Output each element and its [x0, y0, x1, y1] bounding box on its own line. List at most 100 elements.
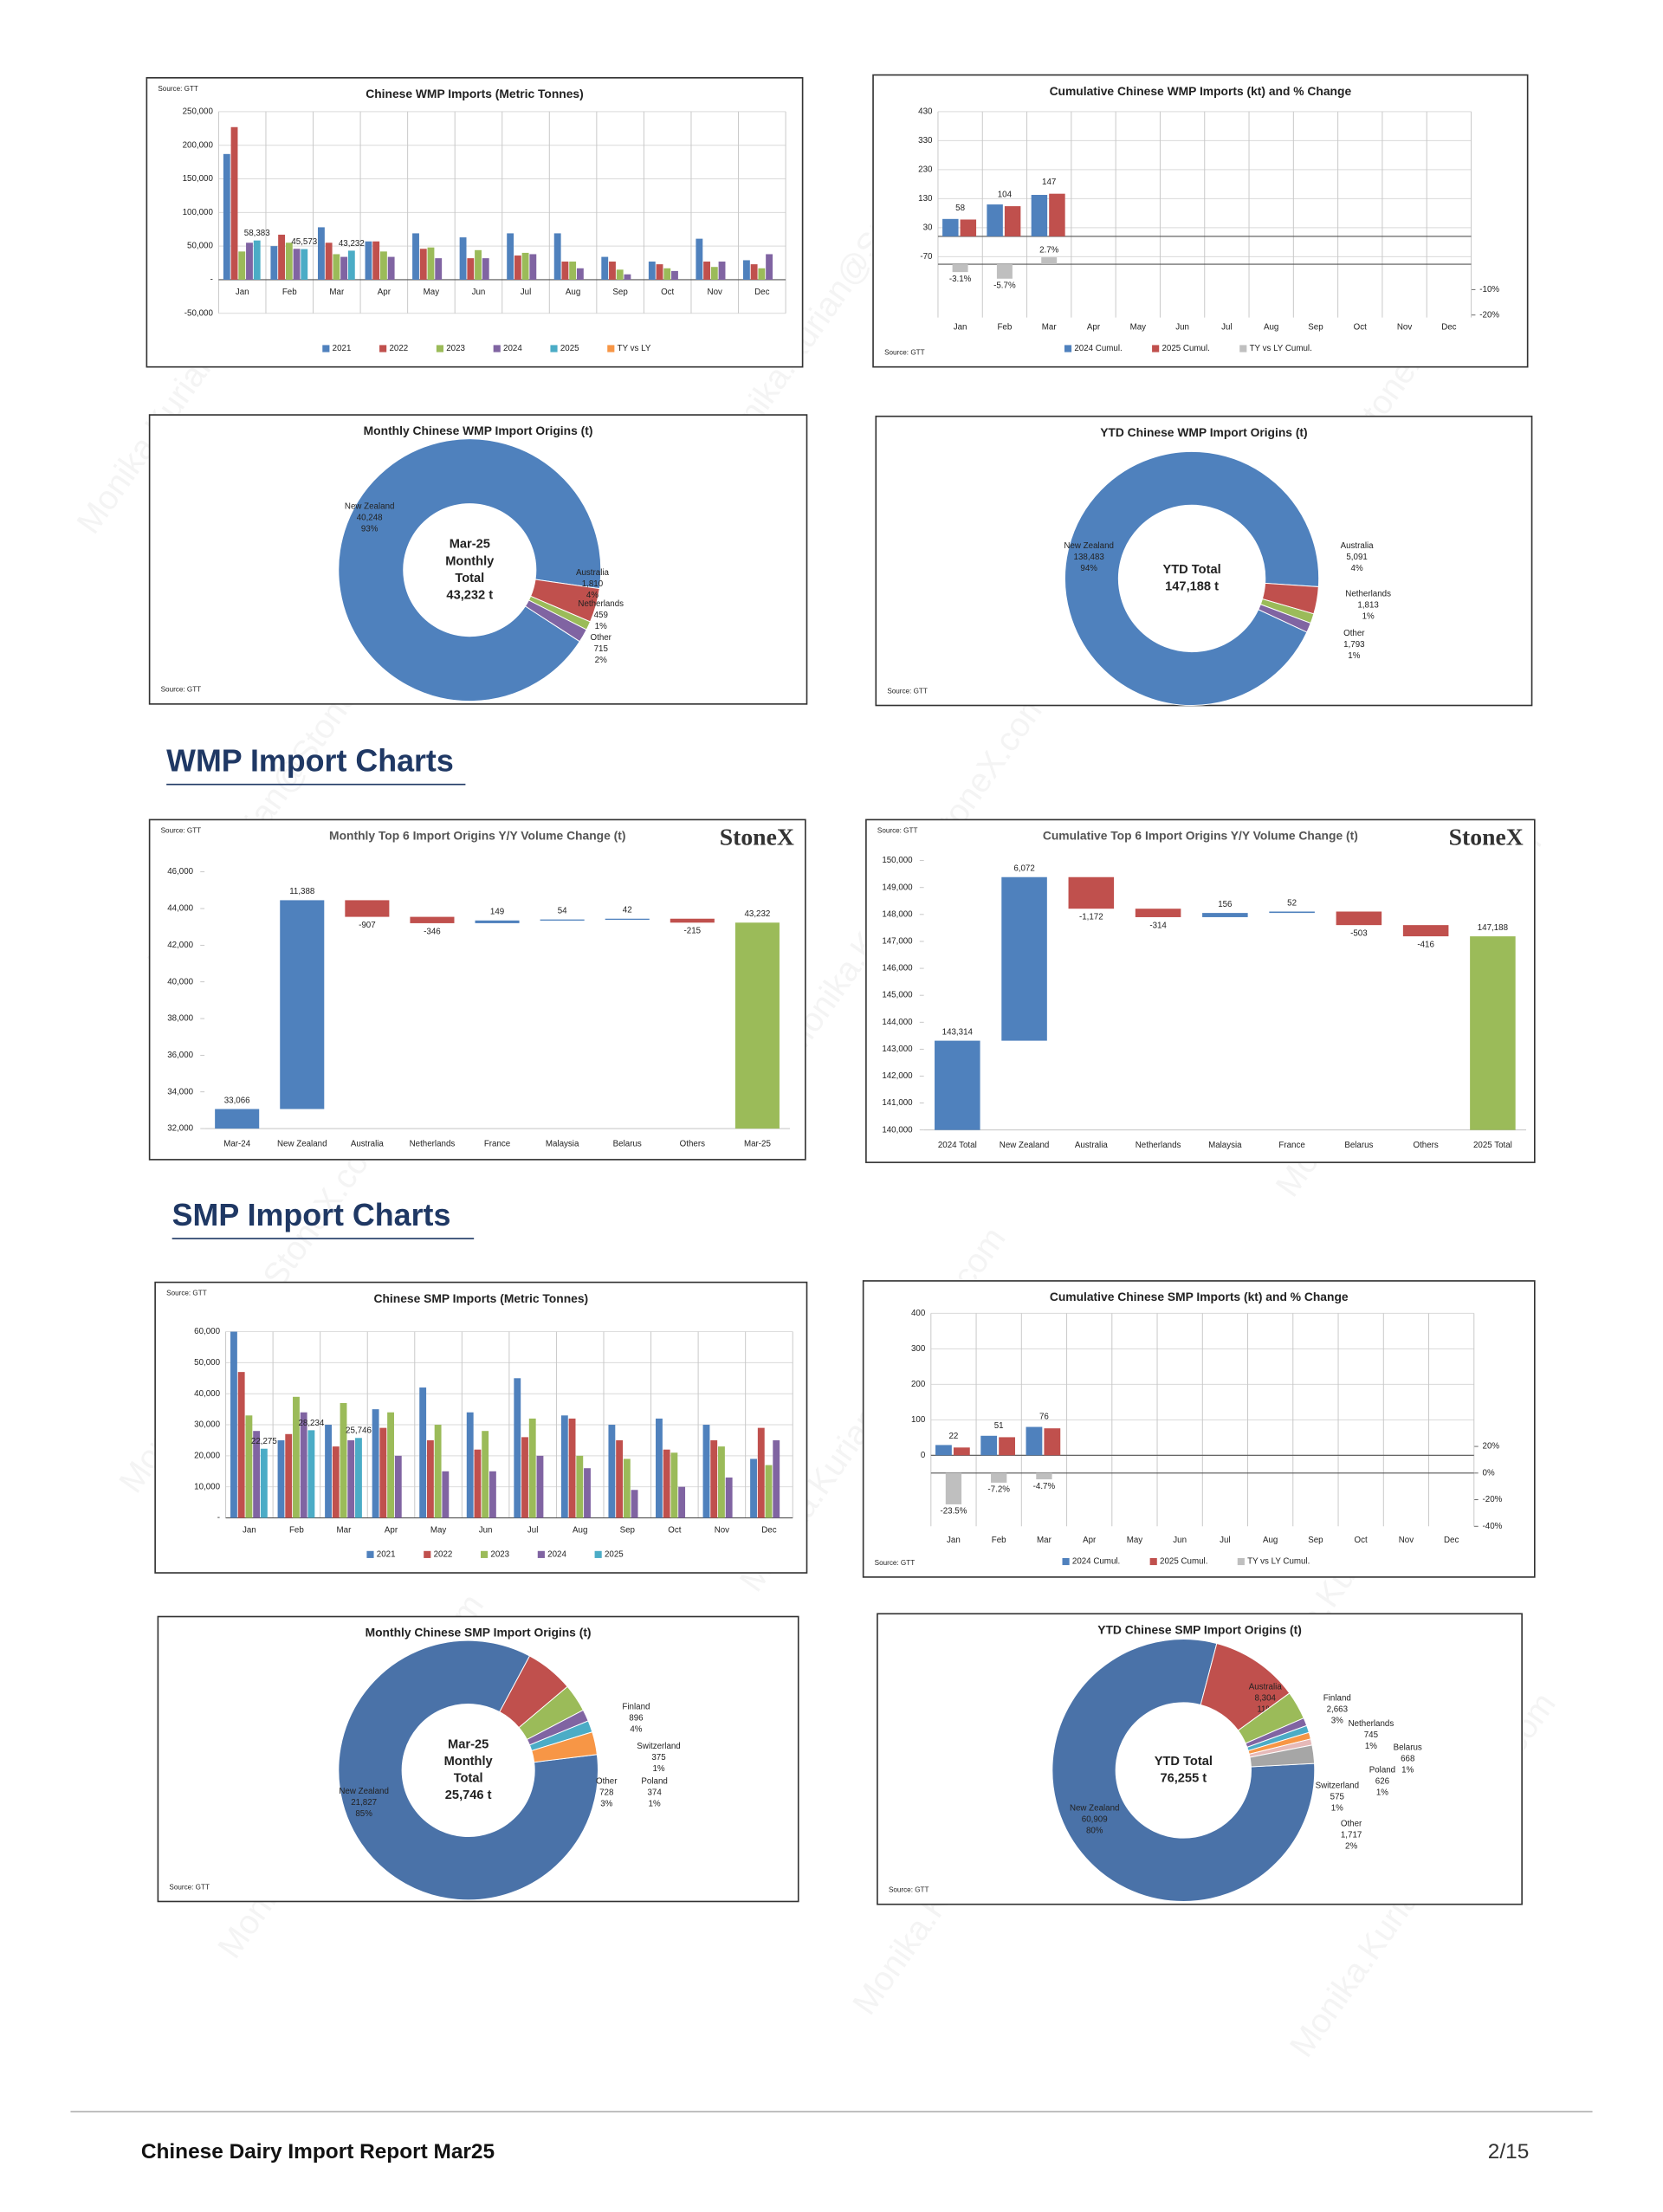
slice-label: Other [596, 1777, 618, 1787]
legend-label: 2024 Cumul. [1072, 1557, 1120, 1567]
y-tick-label: 46,000 [167, 867, 193, 876]
legend-swatch [366, 1550, 374, 1558]
x-tick-label: Aug [1263, 1536, 1278, 1545]
chart: Cumulative Top 6 Import Origins Y/Y Volu… [865, 818, 1536, 1163]
bar [253, 1431, 261, 1518]
x-tick-label: Apr [385, 1526, 398, 1536]
x-tick-label: May [424, 288, 440, 297]
bar [347, 1439, 355, 1518]
slice-label: Netherlands [1349, 1719, 1394, 1729]
slice-label: Finland [622, 1702, 650, 1711]
bar [696, 238, 703, 280]
bar [317, 227, 325, 280]
chart-source: Source: GTT [889, 1886, 929, 1894]
center-text: Mar-25 [448, 1738, 489, 1752]
bar [605, 918, 650, 921]
legend-swatch [480, 1550, 489, 1558]
x-tick-label: Dec [754, 288, 769, 297]
y-tick-label: 38,000 [167, 1014, 193, 1024]
legend-swatch [594, 1550, 602, 1558]
legend-swatch [322, 345, 330, 352]
x-tick-label: Malaysia [546, 1140, 579, 1149]
y-tick-label: 40,000 [194, 1389, 220, 1399]
bar [435, 258, 443, 280]
bar [1044, 1428, 1061, 1456]
legend-swatch [1149, 1557, 1157, 1566]
y-tick-label: 30 [923, 223, 933, 232]
x-tick-label: Malaysia [1208, 1141, 1242, 1150]
x-tick-label: Jun [472, 288, 486, 297]
data-label: -23.5% [940, 1507, 967, 1517]
bar [280, 900, 325, 1109]
chart: YTD Chinese WMP Import Origins (t) Source… [875, 415, 1533, 707]
chart-title: Cumulative Top 6 Import Origins Y/Y Volu… [1043, 829, 1358, 843]
slice-value: 21,827 [351, 1798, 377, 1808]
y-tick-label: 50,000 [187, 242, 213, 251]
y2-tick-label: -10% [1479, 285, 1499, 294]
legend-swatch [537, 1550, 545, 1558]
x-tick-label: Apr [1087, 323, 1101, 333]
chart-source: Source: GTT [166, 1290, 207, 1297]
bar [987, 204, 1003, 236]
bar [576, 1455, 584, 1518]
bar [223, 153, 230, 280]
slice-percent: 4% [586, 591, 599, 600]
x-tick-label: Jul [527, 1526, 538, 1536]
bar [332, 1446, 340, 1518]
data-label: -215 [684, 927, 702, 936]
bar [553, 233, 561, 280]
center-text: Monthly [445, 554, 495, 568]
bar [750, 264, 758, 280]
bar [325, 1425, 332, 1518]
data-label: 156 [1218, 900, 1232, 909]
x-tick-label: Jun [479, 1526, 493, 1536]
slice-value: 5,091 [1346, 553, 1367, 562]
data-label: 58 [955, 204, 965, 213]
bar [671, 270, 678, 280]
slice-label: Netherlands [1345, 589, 1391, 598]
bar [434, 1425, 442, 1518]
slice-percent: 3% [600, 1800, 612, 1809]
chart-title: Monthly Top 6 Import Origins Y/Y Volume … [329, 829, 625, 843]
data-label: 149 [490, 908, 504, 917]
data-label: 33,066 [224, 1096, 250, 1105]
donut-slice [338, 1640, 599, 1901]
bar [702, 1425, 710, 1518]
bar [758, 268, 766, 280]
y-tick-label: 330 [918, 136, 933, 146]
bar [609, 262, 616, 280]
legend-swatch [607, 345, 615, 352]
chart-title: YTD Chinese WMP Import Origins (t) [1100, 425, 1307, 439]
bar [1336, 911, 1382, 926]
legend-label: TY vs LY Cumul. [1247, 1557, 1310, 1567]
x-tick-label: Aug [1264, 323, 1278, 333]
x-tick-label: New Zealand [277, 1140, 327, 1149]
x-tick-label: Dec [761, 1526, 776, 1536]
bar [734, 922, 780, 1129]
bar [773, 1439, 780, 1518]
bar [710, 267, 718, 280]
bar [277, 1439, 285, 1518]
y-tick-label: 250,000 [183, 107, 214, 116]
slice-percent: 1% [595, 622, 607, 631]
bar [663, 1449, 670, 1518]
slice-percent: 94% [1080, 564, 1097, 573]
x-tick-label: Nov [1399, 1536, 1414, 1545]
bar [301, 249, 308, 280]
x-tick-label: May [1130, 323, 1147, 333]
slice-value: 374 [647, 1788, 662, 1798]
y-tick-label: 400 [911, 1309, 926, 1318]
bar [427, 247, 435, 280]
slice-percent: 1% [1348, 651, 1360, 661]
legend-label: 2022 [434, 1549, 453, 1559]
slice-value: 575 [1330, 1793, 1345, 1802]
bar [569, 262, 577, 280]
chart-source: Source: GTT [158, 85, 198, 93]
bar [365, 241, 372, 280]
chart-title: Chinese WMP Imports (Metric Tonnes) [366, 87, 584, 100]
bar [750, 1458, 757, 1518]
legend-label: 2021 [377, 1549, 396, 1559]
chart-title: Chinese SMP Imports (Metric Tonnes) [373, 1291, 588, 1305]
y-tick-label: 141,000 [882, 1098, 913, 1108]
